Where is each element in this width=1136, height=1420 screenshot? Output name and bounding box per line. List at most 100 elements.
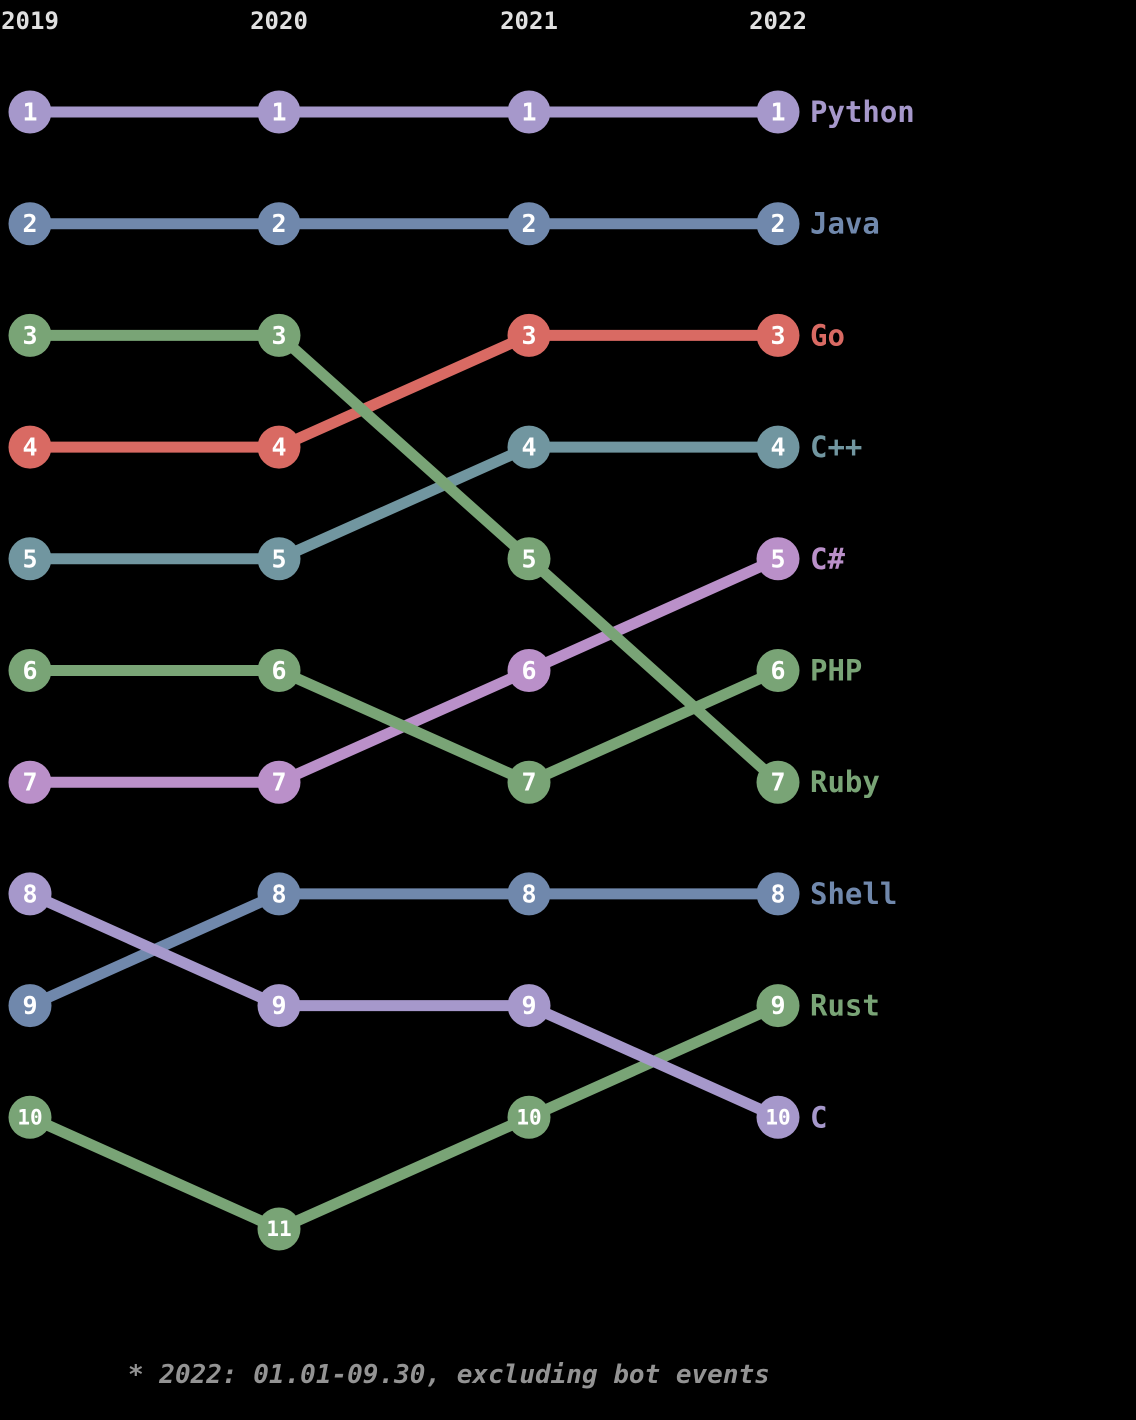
rank-dot-c++-2022 bbox=[756, 425, 800, 469]
series-line-ruby bbox=[24, 329, 784, 788]
rank-number-c-2019: 8 bbox=[22, 879, 37, 908]
rank-dot-shell-2020 bbox=[257, 872, 301, 916]
rank-number-rust-2020: 11 bbox=[266, 1217, 291, 1241]
rank-number-java-2019: 2 bbox=[22, 209, 37, 238]
rank-dot-c-2021 bbox=[507, 984, 551, 1028]
year-label-2021: 2021 bbox=[500, 7, 558, 35]
series-label-c: C bbox=[810, 1100, 827, 1134]
rank-number-rust-2019: 10 bbox=[17, 1105, 42, 1129]
rank-number-c#-2021: 6 bbox=[521, 656, 536, 685]
rank-dot-rust-2022 bbox=[756, 984, 800, 1028]
rank-number-rust-2021: 10 bbox=[516, 1105, 541, 1129]
rank-number-go-2019: 4 bbox=[22, 433, 37, 462]
rank-dot-java-2020 bbox=[257, 202, 301, 246]
rank-dot-go-2020 bbox=[257, 425, 301, 469]
series-label-c#: C# bbox=[810, 542, 845, 576]
rank-dot-ruby-2019 bbox=[8, 313, 52, 357]
rank-number-c-2022: 10 bbox=[765, 1105, 790, 1129]
rank-number-shell-2021: 8 bbox=[521, 879, 536, 908]
rank-number-java-2021: 2 bbox=[521, 209, 536, 238]
year-label-2020: 2020 bbox=[250, 7, 308, 35]
rank-dot-python-2021 bbox=[507, 90, 551, 134]
series-label-ruby: Ruby bbox=[810, 765, 880, 799]
rank-dot-python-2022 bbox=[756, 90, 800, 134]
rank-dot-shell-2019 bbox=[8, 984, 52, 1028]
rank-number-shell-2019: 9 bbox=[22, 991, 37, 1020]
rank-dot-c++-2020 bbox=[257, 537, 301, 581]
rank-number-c-2020: 9 bbox=[271, 991, 286, 1020]
rank-number-shell-2020: 8 bbox=[271, 879, 286, 908]
rank-number-c#-2019: 7 bbox=[22, 768, 37, 797]
rank-number-ruby-2020: 3 bbox=[271, 321, 286, 350]
rank-number-go-2020: 4 bbox=[271, 433, 286, 462]
rank-number-rust-2022: 9 bbox=[770, 991, 785, 1020]
rank-number-ruby-2022: 7 bbox=[770, 768, 785, 797]
series-label-rust: Rust bbox=[810, 989, 880, 1023]
rank-number-python-2019: 1 bbox=[22, 98, 37, 127]
rank-dot-java-2019 bbox=[8, 202, 52, 246]
series-line-c bbox=[24, 888, 784, 1123]
rank-dot-c++-2021 bbox=[507, 425, 551, 469]
rank-number-c#-2020: 7 bbox=[271, 768, 286, 797]
series-label-java: Java bbox=[810, 207, 880, 241]
rank-number-python-2020: 1 bbox=[271, 98, 286, 127]
rank-number-c++-2019: 5 bbox=[22, 544, 37, 573]
rank-dot-ruby-2020 bbox=[257, 313, 301, 357]
rank-dot-java-2022 bbox=[756, 202, 800, 246]
rank-number-java-2022: 2 bbox=[770, 209, 785, 238]
rank-dot-rust-2021 bbox=[507, 1095, 551, 1139]
rank-dot-rust-2019 bbox=[8, 1095, 52, 1139]
series-label-python: Python bbox=[810, 95, 915, 129]
rank-dot-c#-2020 bbox=[257, 760, 301, 804]
series-label-go: Go bbox=[810, 318, 845, 352]
rank-number-c++-2021: 4 bbox=[521, 433, 536, 462]
rank-dot-c#-2019 bbox=[8, 760, 52, 804]
rank-number-php-2021: 7 bbox=[521, 768, 536, 797]
rank-dot-c-2022 bbox=[756, 1095, 800, 1139]
rank-dot-python-2020 bbox=[257, 90, 301, 134]
rank-dot-c-2020 bbox=[257, 984, 301, 1028]
rank-dot-php-2021 bbox=[507, 760, 551, 804]
rank-dot-php-2019 bbox=[8, 649, 52, 692]
series-label-php: PHP bbox=[810, 654, 862, 688]
rank-number-c++-2022: 4 bbox=[770, 433, 785, 462]
rank-number-shell-2022: 8 bbox=[770, 879, 785, 908]
year-label-2022: 2022 bbox=[749, 7, 807, 35]
rank-dot-php-2020 bbox=[257, 649, 301, 692]
series-label-shell: Shell bbox=[810, 877, 897, 911]
rank-number-go-2021: 3 bbox=[521, 321, 536, 350]
rank-number-c#-2022: 5 bbox=[770, 544, 785, 573]
rank-number-php-2019: 6 bbox=[22, 656, 37, 685]
rank-dot-go-2021 bbox=[507, 313, 551, 357]
series-line-php bbox=[24, 665, 784, 788]
series-label-c++: C++ bbox=[810, 430, 862, 464]
rank-dot-c#-2021 bbox=[507, 649, 551, 692]
rank-number-ruby-2019: 3 bbox=[22, 321, 37, 350]
rank-dot-c++-2019 bbox=[8, 537, 52, 581]
rank-dot-python-2019 bbox=[8, 90, 52, 134]
rank-dot-ruby-2022 bbox=[756, 760, 800, 804]
rank-dot-go-2019 bbox=[8, 425, 52, 469]
rank-dot-php-2022 bbox=[756, 649, 800, 692]
rank-dot-c-2019 bbox=[8, 872, 52, 916]
rank-number-go-2022: 3 bbox=[770, 321, 785, 350]
rank-number-c++-2020: 5 bbox=[271, 544, 286, 573]
rank-number-php-2020: 6 bbox=[271, 656, 286, 685]
rank-number-ruby-2021: 5 bbox=[521, 544, 536, 573]
rank-dot-c#-2022 bbox=[756, 537, 800, 581]
rank-dot-ruby-2021 bbox=[507, 537, 551, 581]
series-line-c++ bbox=[24, 441, 784, 565]
rank-dot-java-2021 bbox=[507, 202, 551, 246]
rank-number-php-2022: 6 bbox=[770, 656, 785, 685]
rank-number-python-2022: 1 bbox=[770, 98, 785, 127]
rank-dot-shell-2021 bbox=[507, 872, 551, 916]
chart-footnote: * 2022: 01.01-09.30, excluding bot event… bbox=[128, 1360, 770, 1390]
rank-dot-shell-2022 bbox=[756, 872, 800, 916]
rank-number-python-2021: 1 bbox=[521, 98, 536, 127]
rank-number-c-2021: 9 bbox=[521, 991, 536, 1020]
rank-dot-go-2022 bbox=[756, 313, 800, 357]
series-line-rust bbox=[24, 1000, 784, 1235]
series-line-go bbox=[24, 329, 784, 453]
